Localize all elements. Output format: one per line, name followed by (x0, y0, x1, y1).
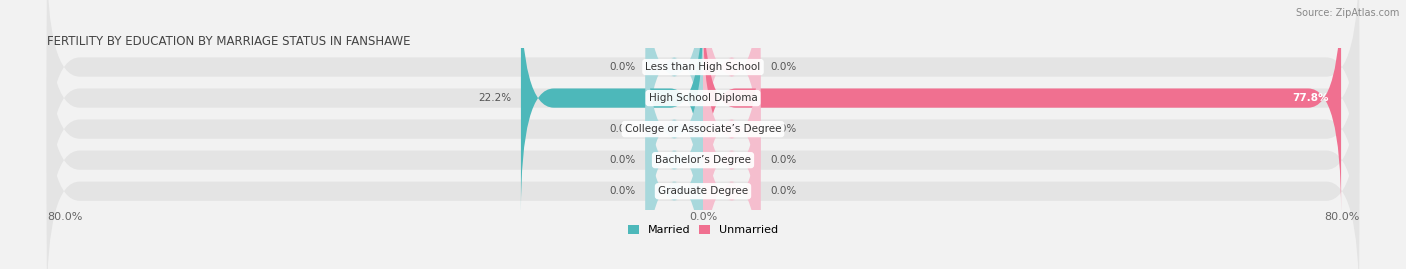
FancyBboxPatch shape (703, 46, 761, 269)
FancyBboxPatch shape (645, 15, 703, 244)
Text: 0.0%: 0.0% (689, 212, 717, 222)
Text: 22.2%: 22.2% (478, 93, 512, 103)
FancyBboxPatch shape (520, 0, 703, 213)
Text: 0.0%: 0.0% (770, 62, 797, 72)
Text: 0.0%: 0.0% (609, 124, 636, 134)
FancyBboxPatch shape (703, 77, 761, 269)
Text: FERTILITY BY EDUCATION BY MARRIAGE STATUS IN FANSHAWE: FERTILITY BY EDUCATION BY MARRIAGE STATU… (46, 35, 411, 48)
FancyBboxPatch shape (703, 0, 1341, 213)
FancyBboxPatch shape (645, 46, 703, 269)
FancyBboxPatch shape (645, 0, 703, 182)
FancyBboxPatch shape (703, 15, 761, 244)
FancyBboxPatch shape (703, 0, 761, 182)
FancyBboxPatch shape (46, 15, 1360, 244)
Text: 0.0%: 0.0% (609, 155, 636, 165)
Text: 0.0%: 0.0% (609, 186, 636, 196)
Text: College or Associate’s Degree: College or Associate’s Degree (624, 124, 782, 134)
Text: 0.0%: 0.0% (609, 62, 636, 72)
Legend: Married, Unmarried: Married, Unmarried (623, 220, 783, 240)
FancyBboxPatch shape (46, 77, 1360, 269)
Text: 77.8%: 77.8% (1292, 93, 1329, 103)
Text: Bachelor’s Degree: Bachelor’s Degree (655, 155, 751, 165)
Text: High School Diploma: High School Diploma (648, 93, 758, 103)
Text: 0.0%: 0.0% (770, 124, 797, 134)
Text: Less than High School: Less than High School (645, 62, 761, 72)
FancyBboxPatch shape (645, 77, 703, 269)
Text: 80.0%: 80.0% (1324, 212, 1360, 222)
Text: 0.0%: 0.0% (770, 155, 797, 165)
Text: Source: ZipAtlas.com: Source: ZipAtlas.com (1295, 8, 1399, 18)
Text: 80.0%: 80.0% (46, 212, 82, 222)
FancyBboxPatch shape (46, 46, 1360, 269)
FancyBboxPatch shape (46, 0, 1360, 182)
FancyBboxPatch shape (46, 0, 1360, 213)
Text: Graduate Degree: Graduate Degree (658, 186, 748, 196)
Text: 0.0%: 0.0% (770, 186, 797, 196)
